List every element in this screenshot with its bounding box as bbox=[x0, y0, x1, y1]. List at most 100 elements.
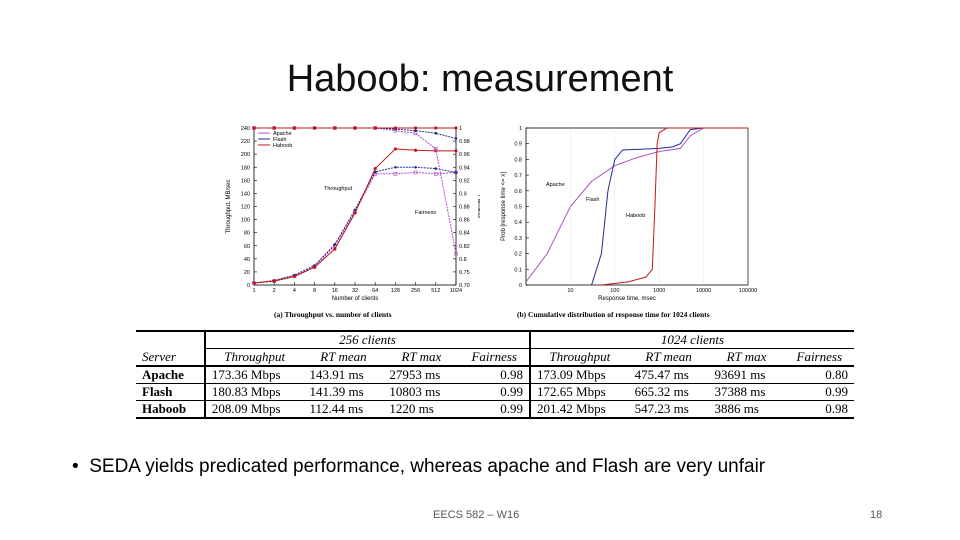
y-right-tick-label: 0.9 bbox=[459, 191, 467, 197]
data-point bbox=[454, 126, 458, 130]
data-point bbox=[454, 171, 458, 174]
x-tick-label: 8 bbox=[313, 288, 316, 294]
x-tick-label: 100 bbox=[610, 288, 619, 294]
results-table: 256 clients 1024 clients Server Throughp… bbox=[136, 330, 854, 419]
x-tick-label: 32 bbox=[352, 288, 358, 294]
table-cell: Apache bbox=[136, 366, 206, 384]
y-right-tick-label: 0.82 bbox=[459, 244, 470, 250]
plot-frame bbox=[525, 127, 749, 286]
slide-footer: EECS 582 – W16 bbox=[433, 509, 520, 521]
data-point bbox=[252, 126, 256, 130]
y-tick-label: 0.3 bbox=[514, 236, 522, 242]
data-point bbox=[414, 165, 417, 169]
y-right-tick-label: 0.96 bbox=[459, 152, 470, 158]
table-row: Flash 180.83 Mbps 141.39 ms 10803 ms 0.9… bbox=[136, 383, 854, 401]
table-corner bbox=[136, 331, 206, 349]
data-point bbox=[434, 147, 438, 151]
group-header-1024: 1024 clients bbox=[530, 331, 854, 349]
y-tick-label: 240 bbox=[241, 126, 250, 132]
y-tick-label: 160 bbox=[241, 178, 250, 184]
data-point bbox=[393, 147, 397, 151]
x-axis-label: Number of clients bbox=[332, 296, 379, 302]
table-cell: 0.98 bbox=[825, 401, 848, 416]
x-tick-label: 1000 bbox=[653, 288, 665, 294]
y-right-tick-label: 0.86 bbox=[459, 218, 470, 224]
y-tick-label: 0 bbox=[519, 283, 522, 289]
legend-label: Flash bbox=[273, 137, 286, 143]
data-point bbox=[414, 126, 418, 130]
y-tick-label: 180 bbox=[241, 165, 250, 171]
table-cell: 0.98 bbox=[459, 366, 532, 384]
table-cell: 475.47 ms bbox=[634, 367, 689, 382]
annotation-label: Throughput bbox=[324, 186, 353, 192]
cdf-line-flash bbox=[591, 127, 748, 286]
data-point bbox=[393, 171, 398, 176]
data-point bbox=[393, 126, 397, 130]
data-point bbox=[394, 165, 397, 169]
data-point bbox=[313, 126, 317, 130]
bullet-point: • SEDA yields predicated performance, wh… bbox=[72, 456, 765, 478]
y-tick-label: 200 bbox=[241, 152, 250, 158]
table-cell: 180.83 Mbps bbox=[211, 384, 281, 399]
data-point bbox=[252, 281, 256, 285]
y-tick-label: 220 bbox=[241, 139, 250, 145]
data-point bbox=[353, 126, 357, 130]
y-tick-label: 20 bbox=[244, 270, 250, 276]
data-point bbox=[434, 131, 438, 135]
data-point bbox=[373, 166, 377, 171]
table-row: Apache 173.36 Mbps 143.91 ms 27953 ms 0.… bbox=[136, 366, 854, 384]
response-time-cdf-chart: 0 0.1 0.2 0.3 0.4 0.5 0.6 0.7 0.8 0.9 1 10 100 1000 10… bbox=[501, 126, 757, 302]
column-header: Throughput bbox=[549, 349, 611, 364]
x-axis-label: Response time, msec bbox=[598, 296, 656, 302]
y-tick-label: 0.6 bbox=[514, 189, 522, 195]
y-tick-label: 0.8 bbox=[514, 157, 522, 163]
y-tick-label: 140 bbox=[241, 191, 250, 197]
column-header: Server bbox=[136, 348, 206, 366]
y-right-tick-label: 0.8 bbox=[459, 257, 467, 263]
y-right-tick-label: 0.75 bbox=[459, 270, 470, 276]
y-tick-label: 80 bbox=[244, 231, 250, 237]
table-cell: 172.65 Mbps bbox=[537, 384, 606, 399]
x-tick-label: 10000 bbox=[696, 288, 711, 294]
y-right-axis-label: Fairness bbox=[476, 195, 480, 218]
x-tick-label: 4 bbox=[293, 288, 296, 294]
figure-b-caption: (b) Cumulative distribution of response … bbox=[517, 310, 710, 319]
column-header: RT mean bbox=[645, 349, 692, 364]
table-cell: 10803 ms bbox=[389, 384, 441, 399]
series-line-flash bbox=[253, 166, 457, 284]
data-point bbox=[333, 126, 337, 130]
group-header-256: 256 clients bbox=[204, 331, 532, 349]
data-point bbox=[414, 148, 418, 152]
column-header: RT mean bbox=[320, 349, 367, 364]
table-cell: 208.09 Mbps bbox=[211, 401, 281, 416]
table-cell: 173.09 Mbps bbox=[537, 367, 606, 382]
y-right-tick-label: 0.98 bbox=[459, 139, 470, 145]
table-cell: 143.91 ms bbox=[309, 367, 364, 382]
table-cell: 27953 ms bbox=[389, 367, 441, 382]
table-cell: 112.44 ms bbox=[309, 401, 364, 416]
table-cell: 37388 ms bbox=[714, 384, 766, 399]
x-tick-label: 100000 bbox=[739, 288, 757, 294]
x-tick-label: 512 bbox=[431, 288, 440, 294]
y-tick-label: 60 bbox=[244, 244, 250, 250]
column-header: Throughput bbox=[224, 349, 286, 364]
annotation-label: Haboob bbox=[626, 213, 645, 219]
y-tick-label: 0.2 bbox=[514, 252, 522, 258]
y-right-tick-label: 0.94 bbox=[459, 165, 470, 171]
table-cell: 0.99 bbox=[825, 384, 848, 399]
data-point bbox=[434, 167, 438, 170]
table-row: Haboob 208.09 Mbps 112.44 ms 1220 ms 0.9… bbox=[136, 400, 854, 418]
annotation-label: Fairness bbox=[415, 210, 436, 216]
legend-label: Apache bbox=[273, 131, 292, 137]
table-cell: 0.80 bbox=[825, 367, 848, 382]
column-header: Fairness bbox=[796, 349, 843, 364]
table-cell: 141.39 ms bbox=[309, 384, 364, 399]
y-right-tick-label: 0.84 bbox=[459, 231, 470, 237]
slide-title: Haboob: measurement bbox=[286, 58, 674, 100]
data-point bbox=[414, 129, 417, 132]
y-right-tick-label: 1 bbox=[459, 126, 462, 132]
column-header: RT max bbox=[401, 349, 442, 364]
cdf-line-apache bbox=[525, 127, 748, 283]
y-axis-label: Throughput, MB/sec bbox=[226, 179, 232, 233]
page-number: 18 bbox=[870, 509, 883, 521]
